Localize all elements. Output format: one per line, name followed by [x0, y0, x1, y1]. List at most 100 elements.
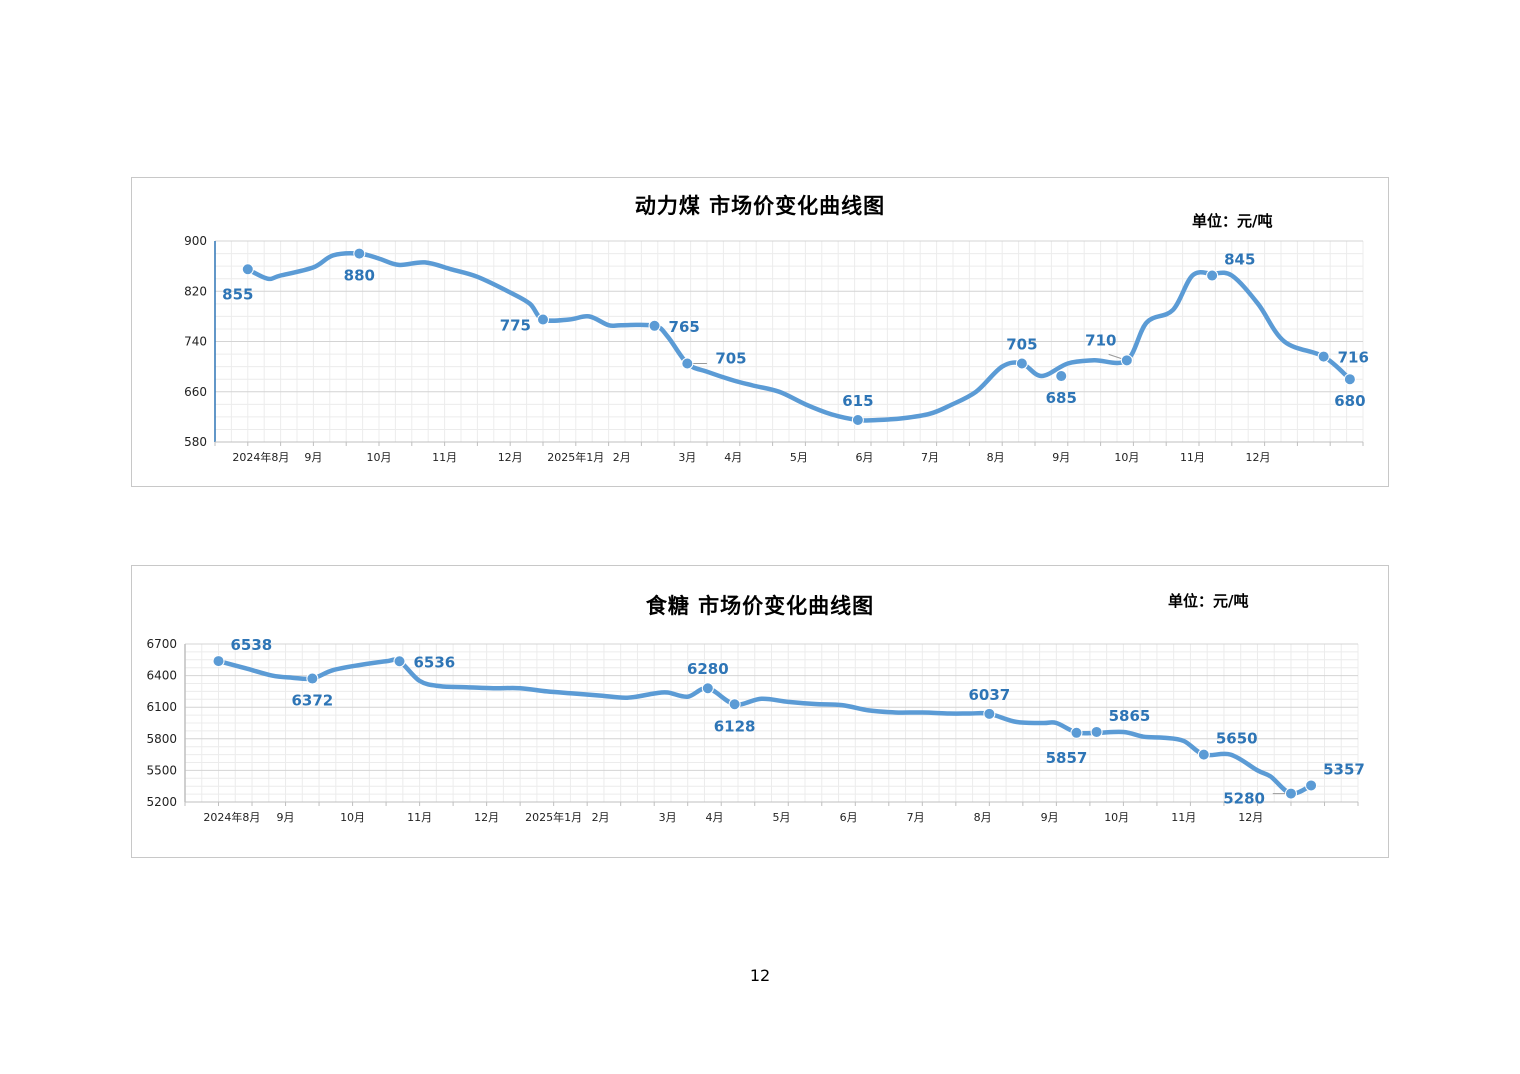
sugar-data-point	[306, 672, 319, 685]
sugar-x-tick-label: 9月	[277, 811, 295, 824]
sugar-line-chart: 5200 5500 5800 6100 6400 6700 2024年8月 9月 10月 11月 1…	[146, 636, 1365, 824]
coal-x-tick-label: 6月	[855, 451, 873, 464]
coal-x-tick-label: 10月	[1114, 451, 1139, 464]
sugar-y-tick-label: 5500	[146, 763, 177, 777]
coal-data-point	[1317, 350, 1330, 363]
sugar-x-tick-label: 10月	[1104, 811, 1129, 824]
sugar-x-tick-label: 12月	[1238, 811, 1263, 824]
sugar-x-tick-label: 3月	[659, 811, 677, 824]
coal-series-line	[245, 251, 1353, 423]
coal-y-tick-label: 660	[184, 385, 207, 399]
sugar-x-tick-label: 4月	[706, 811, 724, 824]
sugar-unit-label: 单位：元/吨	[1168, 592, 1249, 610]
coal-y-tick-label: 900	[184, 234, 207, 248]
sugar-data-point	[983, 707, 996, 720]
coal-data-point	[241, 263, 254, 276]
coal-unit-label: 单位：元/吨	[1192, 212, 1273, 230]
sugar-data-label: 5865	[1109, 707, 1151, 725]
coal-data-label: 775	[500, 317, 531, 335]
sugar-x-tick-label: 11月	[407, 811, 432, 824]
coal-data-point	[681, 357, 694, 370]
sugar-data-label: 5650	[1216, 730, 1258, 748]
sugar-data-point	[1284, 787, 1297, 800]
coal-data-point	[1055, 370, 1068, 383]
coal-data-point	[537, 313, 549, 326]
sugar-x-tick-label: 9月	[1041, 811, 1059, 824]
coal-data-label: 705	[715, 349, 746, 367]
coal-x-tick-label: 11月	[1180, 451, 1205, 464]
sugar-x-tick-label: 2月	[592, 811, 610, 824]
coal-x-tick-label: 2024年8月	[232, 450, 289, 464]
sugar-data-point	[1070, 726, 1083, 739]
coal-data-label: 710	[1085, 331, 1116, 349]
sugar-chart-title: 食糖 市场价变化曲线图	[645, 594, 875, 618]
coal-x-tick-label: 4月	[724, 451, 742, 464]
sugar-data-label: 5357	[1323, 760, 1365, 778]
coal-data-label: 880	[344, 267, 375, 285]
sugar-data-label: 6538	[231, 636, 273, 654]
coal-data-point	[1206, 269, 1219, 282]
coal-data-label: 685	[1046, 389, 1077, 407]
sugar-y-tick-label: 5200	[146, 795, 177, 809]
sugar-data-point	[1197, 748, 1210, 761]
sugar-data-point	[701, 682, 714, 695]
sugar-data-point	[393, 655, 406, 668]
coal-x-tick-label: 5月	[790, 451, 808, 464]
coal-data-point	[1120, 354, 1133, 367]
coal-data-point	[851, 414, 864, 427]
sugar-y-tick-label: 5800	[146, 732, 177, 746]
coal-y-tick-label: 820	[184, 284, 207, 298]
coal-x-tick-label: 2月	[613, 451, 631, 464]
coal-data-label: 855	[222, 285, 253, 303]
sugar-data-label: 5280	[1223, 790, 1265, 808]
sugar-x-tick-label: 2024年8月	[203, 810, 260, 824]
sugar-series-line	[216, 657, 1314, 796]
sugar-y-tick-label: 6400	[146, 669, 177, 683]
sugar-data-label: 6372	[291, 692, 333, 710]
sugar-x-tick-label: 2025年1月	[525, 810, 582, 824]
sugar-data-point	[728, 698, 741, 711]
sugar-data-label: 6536	[413, 653, 455, 671]
coal-data-label: 845	[1224, 251, 1255, 269]
sugar-x-tick-label: 8月	[974, 811, 992, 824]
sugar-x-tick-label: 12月	[474, 811, 499, 824]
coal-data-point	[353, 247, 366, 260]
sugar-y-tick-label: 6700	[146, 637, 177, 651]
coal-data-point	[1343, 373, 1356, 386]
page-number: 12	[749, 966, 771, 985]
sugar-x-tick-label: 6月	[840, 811, 858, 824]
coal-data-label: 705	[1006, 335, 1037, 353]
coal-chart-title: 动力煤 市场价变化曲线图	[634, 194, 886, 218]
sugar-x-tick-label: 10月	[340, 811, 365, 824]
coal-data-point	[648, 319, 661, 332]
sugar-data-label: 6037	[968, 686, 1010, 704]
coal-x-tick-label: 3月	[678, 451, 696, 464]
coal-x-tick-label: 7月	[921, 451, 939, 464]
coal-x-tick-label: 2025年1月	[547, 450, 604, 464]
sugar-data-label: 6280	[687, 660, 729, 678]
coal-x-tick-label: 11月	[432, 451, 457, 464]
coal-x-tick-label: 10月	[367, 451, 392, 464]
sugar-chart-panel: 食糖 市场价变化曲线图 单位：元/吨 5200 5500 5800 6100 6400 6…	[131, 565, 1389, 858]
sugar-y-tick-label: 6100	[146, 700, 177, 714]
coal-data-label: 680	[1334, 392, 1365, 410]
sugar-x-tick-label: 7月	[907, 811, 925, 824]
sugar-x-tick-label: 11月	[1171, 811, 1196, 824]
sugar-data-label: 6128	[714, 717, 756, 735]
coal-x-tick-label: 12月	[1246, 451, 1271, 464]
coal-x-tick-label: 9月	[304, 451, 322, 464]
coal-data-point	[1015, 357, 1028, 370]
sugar-data-point	[1305, 779, 1318, 792]
coal-x-tick-label: 9月	[1052, 451, 1070, 464]
coal-line-chart: 580 660 740 820 900 2024年8月 9月 10月 11月 12月 2025年1月…	[184, 234, 1369, 464]
sugar-data-label: 5857	[1046, 749, 1088, 767]
coal-x-tick-label: 8月	[987, 451, 1005, 464]
coal-data-label: 615	[842, 392, 873, 410]
coal-y-tick-label: 740	[184, 335, 207, 349]
coal-chart-panel: 动力煤 市场价变化曲线图 单位：元/吨 580 660 740 820 900 2024年…	[131, 177, 1389, 487]
coal-y-tick-label: 580	[184, 435, 207, 449]
sugar-data-point	[1090, 725, 1103, 738]
coal-x-tick-label: 12月	[498, 451, 523, 464]
coal-data-label: 716	[1338, 349, 1369, 367]
sugar-x-tick-label: 5月	[773, 811, 791, 824]
